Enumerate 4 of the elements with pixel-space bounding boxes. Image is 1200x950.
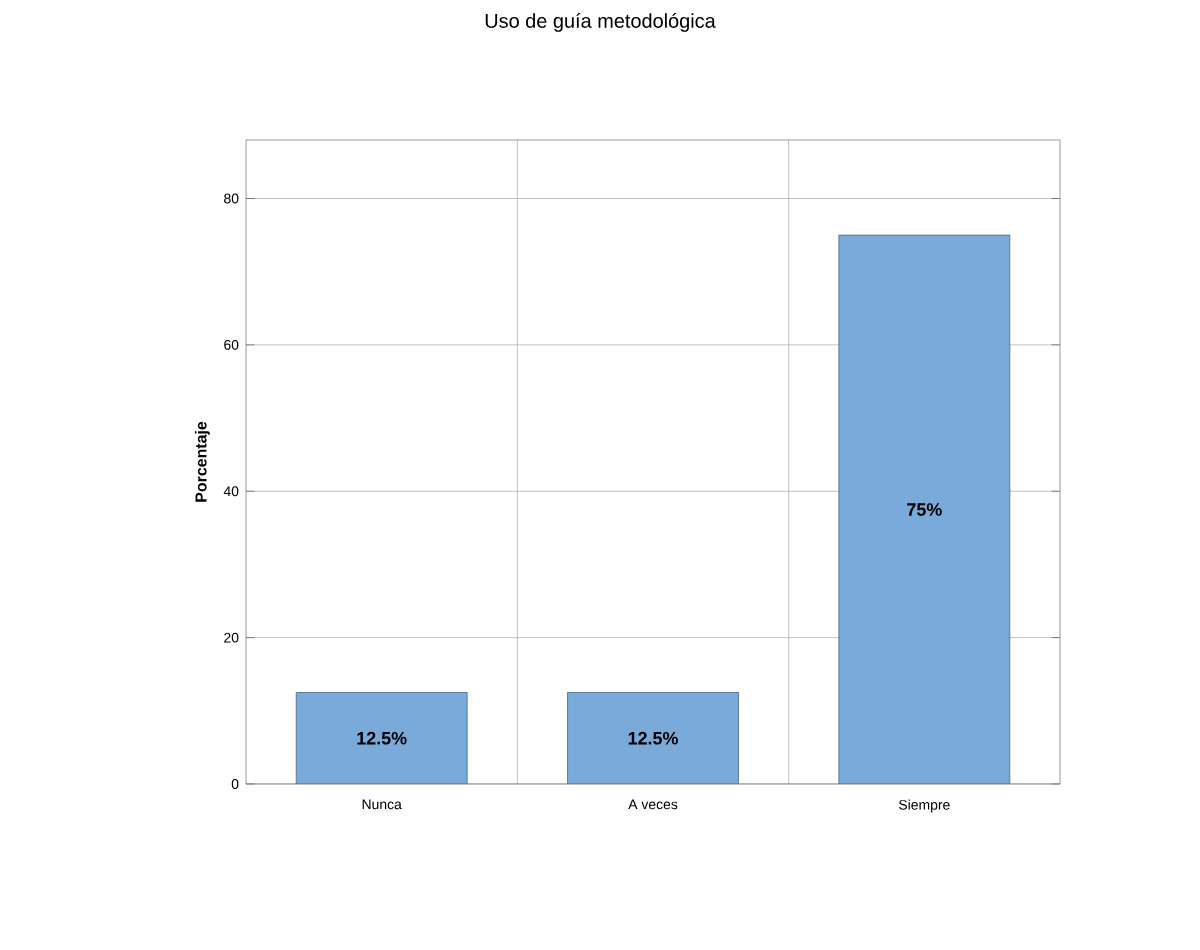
chart-title: Uso de guía metodológica <box>485 13 716 32</box>
data-label: 12.5% <box>628 731 678 745</box>
data-label: 75% <box>907 503 942 516</box>
data-label: 12.5% <box>357 731 407 745</box>
